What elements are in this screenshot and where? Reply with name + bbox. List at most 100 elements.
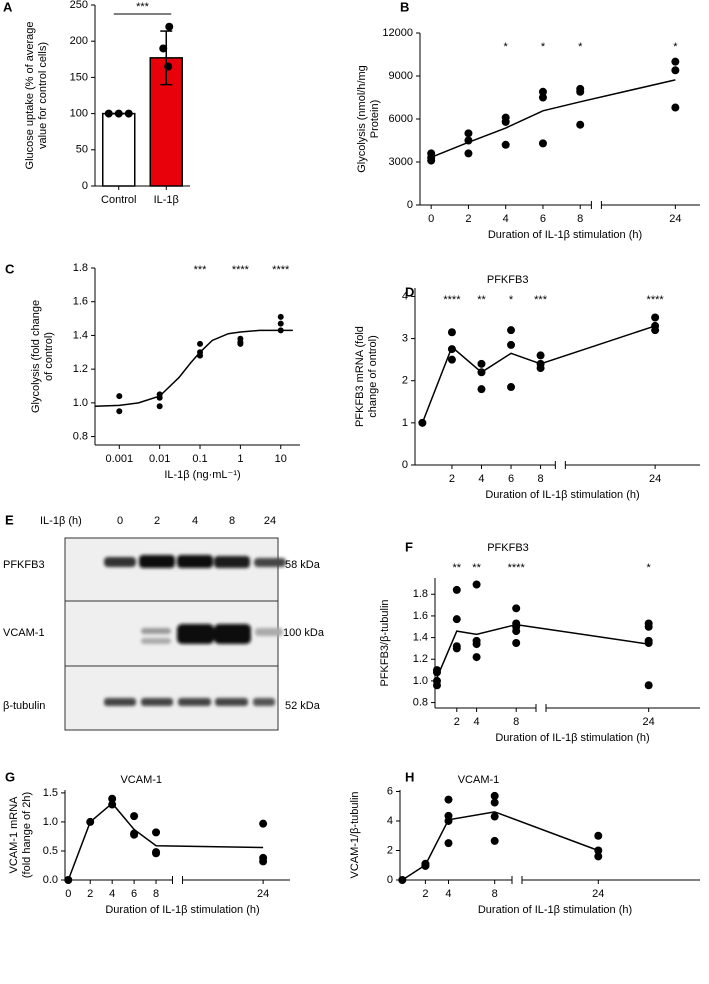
x-tick-label: 4 <box>445 888 451 900</box>
data-point <box>477 368 486 377</box>
chart-title: VCAM-1 <box>458 774 500 786</box>
x-tick-label: 24 <box>592 888 604 900</box>
y-tick-label: 3 <box>402 332 408 344</box>
data-point <box>490 798 499 807</box>
y-tick-label: 1 <box>402 417 408 429</box>
data-point <box>277 313 284 320</box>
band <box>139 555 175 568</box>
data-point <box>538 139 547 148</box>
data-point <box>259 857 268 866</box>
x-tick-label: 2 <box>422 888 428 900</box>
data-point <box>452 644 461 653</box>
x-tick-label: 8 <box>492 888 498 900</box>
error-bar <box>160 30 173 86</box>
data-point <box>114 109 123 118</box>
panel-label: A <box>3 0 13 14</box>
data-point <box>490 791 499 800</box>
panel: G VCAM-1 0.0 0.5 1.0 1.5 VCAM-1 mRNA (fold hang… <box>5 769 290 916</box>
x-axis-label: Duration of IL-1β stimulation (h) <box>478 904 632 916</box>
y-tick-label: 3000 <box>389 156 413 168</box>
band <box>104 557 136 567</box>
data-point <box>152 849 161 858</box>
y-tick-label: 1.0 <box>43 816 58 828</box>
x-tick-label: IL-1β <box>154 194 179 206</box>
x-tick-label: 0.001 <box>106 453 134 465</box>
x-tick-label: 0.01 <box>149 453 170 465</box>
data-point <box>477 385 486 394</box>
x-tick-label: 6 <box>540 213 546 225</box>
x-tick-label: 24 <box>649 473 661 485</box>
data-point <box>156 403 163 410</box>
y-axis-label: Protein) <box>369 100 381 139</box>
data-point <box>237 340 244 347</box>
chart-title: PFKFB3 <box>487 274 529 286</box>
data-point <box>501 117 510 126</box>
data-point <box>594 831 603 840</box>
data-point <box>477 359 486 368</box>
y-tick-label: 4 <box>402 290 408 302</box>
data-point <box>116 408 123 415</box>
chart-title: PFKFB3 <box>487 542 529 554</box>
data-point <box>671 66 680 75</box>
lane-label: 4 <box>192 515 198 527</box>
data-point <box>418 418 427 427</box>
significance-label: ** <box>453 562 462 574</box>
data-point <box>427 156 436 165</box>
data-point <box>130 830 139 839</box>
blot-size-label: 58 kDa <box>285 559 321 571</box>
x-tick-label: 2 <box>465 213 471 225</box>
data-point <box>277 327 284 334</box>
data-point <box>644 681 653 690</box>
significance-label: * <box>673 41 678 53</box>
y-axis-label: Glycolysis (fold change <box>30 300 42 413</box>
data-point <box>644 639 653 647</box>
data-point <box>490 836 499 845</box>
x-tick-label: 4 <box>109 888 115 900</box>
x-tick-label: 8 <box>153 888 159 900</box>
data-point <box>464 129 473 138</box>
data-point <box>421 861 430 870</box>
y-tick-label: 1.5 <box>43 787 58 799</box>
x-tick-label: 8 <box>513 716 519 728</box>
y-axis-label: VCAM-1/β-tubulin <box>349 791 361 878</box>
y-tick-label: 100 <box>70 108 88 120</box>
data-point <box>165 22 174 31</box>
y-axis-label: VCAM-1 mRNA <box>8 796 20 874</box>
data-point <box>651 326 660 335</box>
x-tick-label: 2 <box>87 888 93 900</box>
significance-label: * <box>578 41 583 53</box>
y-tick-label: 0 <box>82 180 88 192</box>
x-tick-label: 4 <box>474 716 480 728</box>
data-point <box>501 140 510 149</box>
y-axis-label: change of ontrol) <box>367 335 379 418</box>
band <box>254 558 286 567</box>
band <box>104 698 136 706</box>
band <box>141 638 171 644</box>
mean-line <box>421 325 656 424</box>
data-point <box>651 313 660 322</box>
significance-label: *** <box>136 1 150 13</box>
data-point <box>512 604 521 613</box>
y-tick-label: 200 <box>70 35 88 47</box>
y-axis-label: Glucose uptake (% of average <box>24 22 36 170</box>
y-tick-label: 1.0 <box>73 397 88 409</box>
bands <box>104 555 286 706</box>
data-point <box>472 580 481 589</box>
data-point <box>507 383 516 392</box>
y-tick-label: 0 <box>402 459 408 471</box>
data-point <box>152 828 161 837</box>
x-tick-label: 24 <box>669 213 681 225</box>
band <box>253 698 275 706</box>
data-point <box>197 340 204 347</box>
data-point <box>447 328 456 337</box>
y-axis-label: PFKFB3/β-tubulin <box>379 599 391 686</box>
panel-label: F <box>405 539 413 554</box>
data-point <box>108 794 117 803</box>
data-point <box>197 352 204 359</box>
x-tick-label: 10 <box>275 453 287 465</box>
significance-label: *** <box>194 264 208 276</box>
data-point <box>104 109 113 118</box>
data-point <box>124 109 133 118</box>
significance-label: * <box>647 562 652 574</box>
